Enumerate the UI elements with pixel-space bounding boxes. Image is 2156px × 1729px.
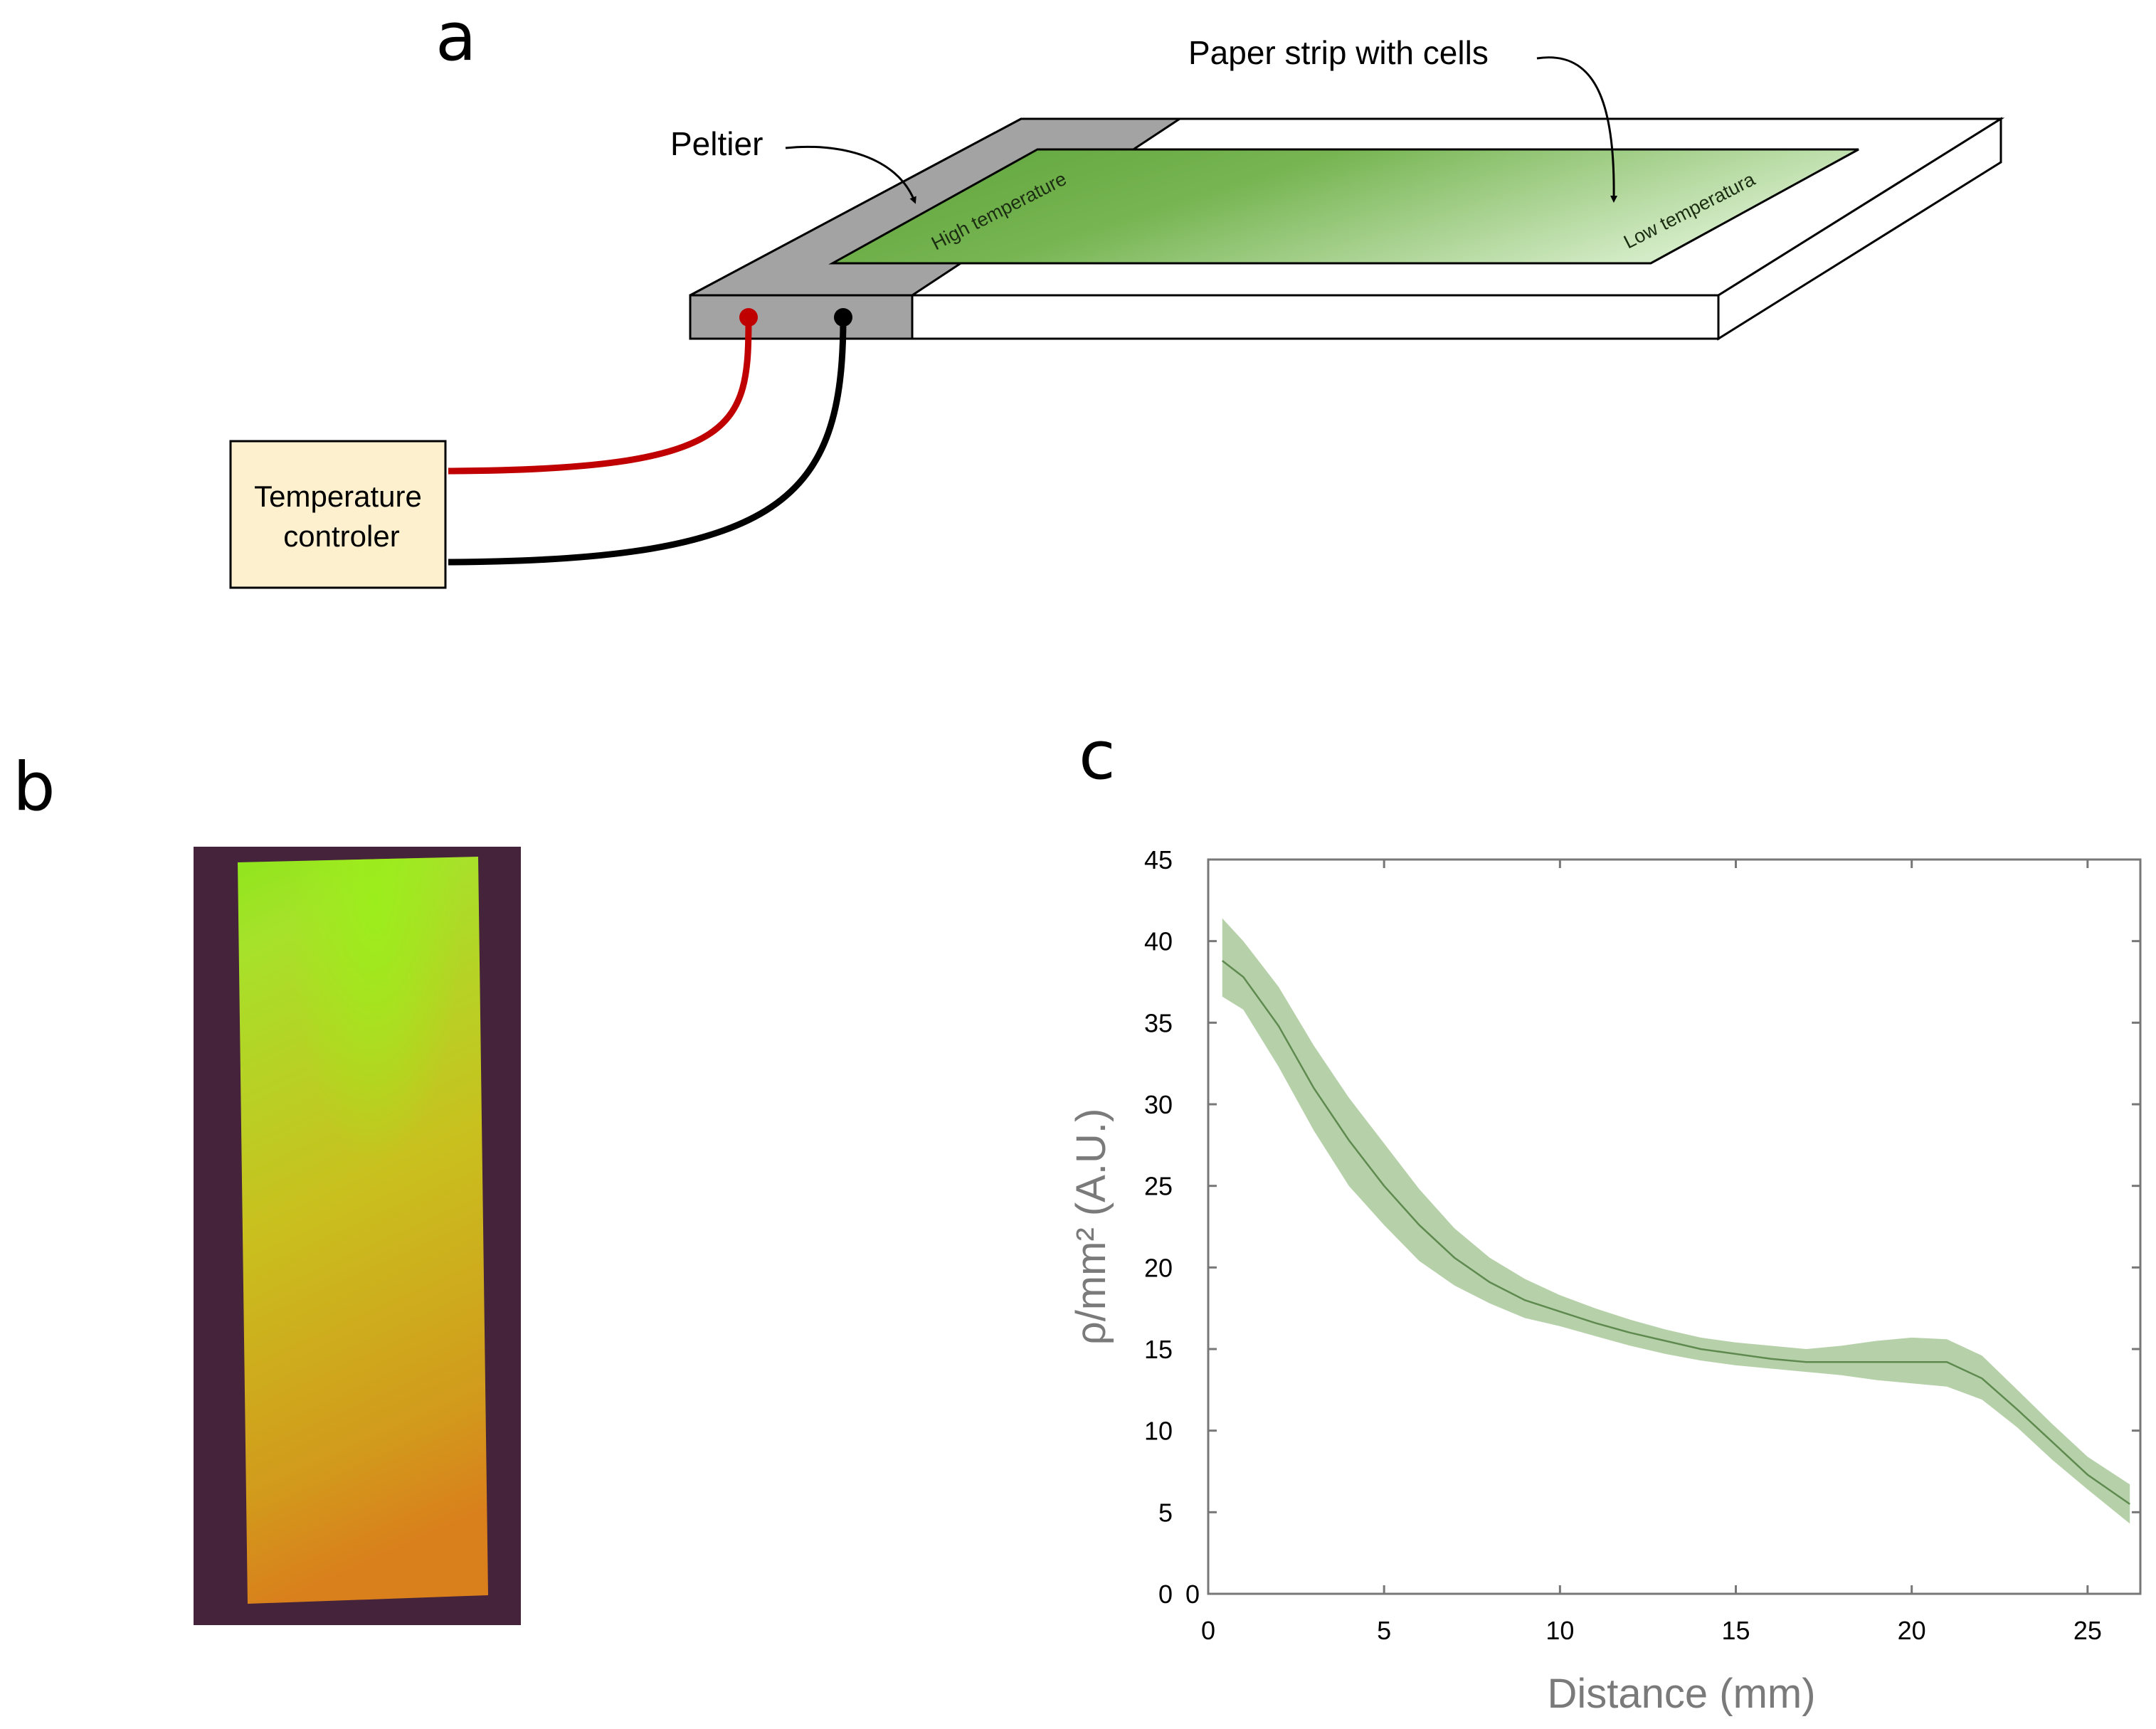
x-tick-label: 20 bbox=[1898, 1616, 1926, 1645]
panel-a: a High temperature Low temperatura Paper… bbox=[229, 0, 2005, 589]
plot-frame bbox=[1207, 858, 2142, 1595]
y-tick-label: 20 bbox=[1144, 1253, 1173, 1282]
panel-letter-b: b bbox=[13, 749, 56, 826]
x-axis-label: Distance (mm) bbox=[1547, 1671, 1815, 1717]
panel-c: c 0 5 10 15 20 25 0 5 10 15 20 25 30 35 40 45 0 Distance … bbox=[1068, 717, 2142, 1717]
x-tick-label: 15 bbox=[1721, 1616, 1750, 1645]
y-tick-label: 0 bbox=[1158, 1580, 1173, 1609]
y-tick-label: 10 bbox=[1144, 1417, 1173, 1446]
wire-black bbox=[448, 318, 847, 566]
x-tick-label: 10 bbox=[1545, 1616, 1574, 1645]
wire-red bbox=[448, 318, 752, 475]
x-tick-label: 5 bbox=[1377, 1616, 1391, 1645]
density-chart: 0 5 10 15 20 25 0 5 10 15 20 25 30 35 40 45 0 Distance (m… bbox=[1068, 845, 2142, 1717]
panel-letter-a: a bbox=[435, 0, 477, 76]
y-tick-label: 30 bbox=[1144, 1090, 1173, 1119]
y-tick-label: 35 bbox=[1144, 1008, 1173, 1037]
callout-arrow-peltier bbox=[785, 145, 916, 204]
controller-label-line1: Temperature bbox=[254, 480, 422, 513]
panel-b: b bbox=[13, 749, 521, 1625]
photo-strip-glow bbox=[238, 857, 488, 1604]
device-side-face bbox=[1717, 117, 2002, 341]
confidence-band bbox=[1222, 918, 2130, 1524]
y-tick-label: 5 bbox=[1158, 1498, 1173, 1527]
controller-label-line2: controler bbox=[283, 519, 399, 553]
peltier-front-face bbox=[689, 294, 914, 340]
y-tick-label: 45 bbox=[1144, 845, 1173, 874]
y-tick-label: 25 bbox=[1144, 1172, 1173, 1201]
paper-strip bbox=[828, 148, 1859, 265]
y-axis-label: ρ/mm² (A.U.) bbox=[1068, 1109, 1114, 1345]
x-tick-label: 25 bbox=[2073, 1616, 2102, 1645]
temperature-controller-box bbox=[229, 440, 447, 589]
callout-peltier: Peltier bbox=[670, 125, 763, 162]
series-line bbox=[1222, 960, 2130, 1505]
y-tick-label: 40 bbox=[1144, 927, 1173, 956]
panel-letter-c: c bbox=[1079, 717, 1116, 795]
x-tick-label: 0 bbox=[1201, 1616, 1215, 1645]
y-tick-label: 15 bbox=[1144, 1335, 1173, 1364]
origin-zero-label: 0 bbox=[1185, 1580, 1200, 1609]
terminal-black bbox=[834, 308, 852, 327]
terminal-red bbox=[739, 308, 758, 327]
callout-arrow-paper-strip bbox=[1536, 56, 1618, 203]
callout-paper-strip: Paper strip with cells bbox=[1188, 34, 1489, 71]
